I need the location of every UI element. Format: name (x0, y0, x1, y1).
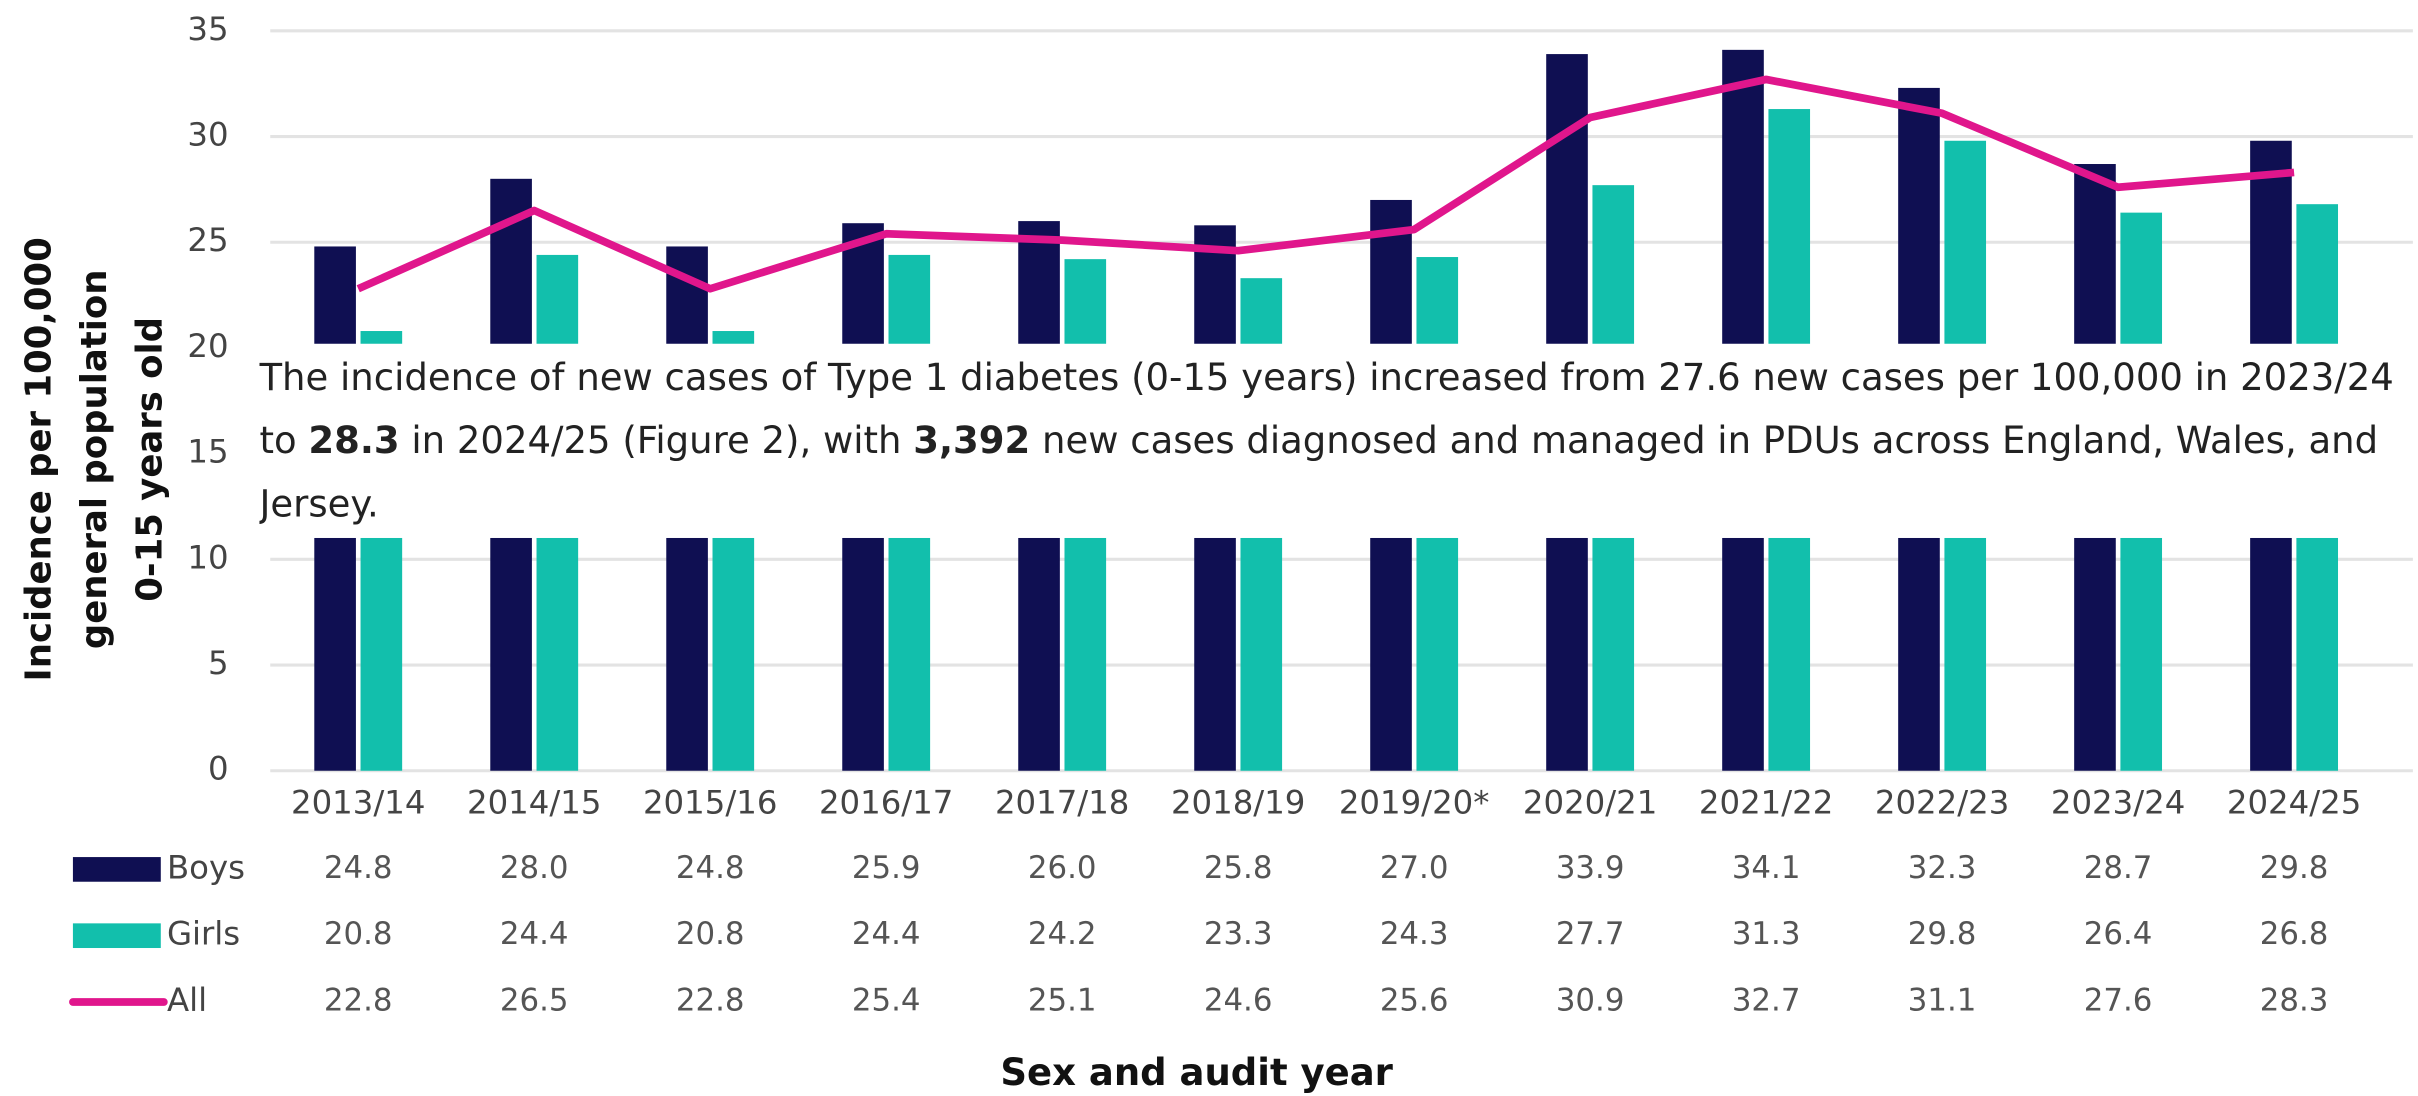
y-tick-label: 5 (208, 644, 229, 682)
table-cell: 26.8 (2260, 916, 2329, 952)
annotation-bold: 3,392 (913, 419, 1031, 463)
table-cell: 32.3 (1908, 850, 1977, 886)
x-axis-title: Sex and audit year (1000, 1051, 1393, 1094)
table-cell: 25.1 (1028, 982, 1097, 1018)
overlay: 0 5 10 15 20 25 30 35 Incidence per 100,000 gener… (19, 10, 2362, 1019)
table-cell: 24.8 (324, 850, 393, 886)
table-cell: 24.3 (1380, 916, 1449, 952)
x-tick-label: 2022/23 (1875, 784, 2009, 822)
table-cell: 32.7 (1732, 982, 1801, 1018)
table-cell: 25.6 (1380, 982, 1449, 1018)
table-cell: 25.9 (852, 850, 921, 886)
y-axis-title: general population (74, 270, 115, 650)
x-tick-label: 2016/17 (819, 784, 953, 822)
x-tick-label: 2014/15 (467, 784, 601, 822)
y-axis-title: 0-15 years old (130, 317, 171, 602)
table-cell: 24.4 (500, 916, 569, 952)
annotation-bold: 28.3 (308, 419, 400, 463)
table-cell: 28.7 (2084, 850, 2153, 886)
x-tick-label: 2023/24 (2051, 784, 2185, 822)
y-tick-label: 10 (187, 538, 228, 576)
table-cell: 30.9 (1556, 982, 1625, 1018)
x-tick-label: 2020/21 (1523, 784, 1657, 822)
y-tick-label: 20 (187, 327, 228, 365)
annotation-box (254, 343, 2418, 538)
table-cell: 27.0 (1380, 850, 1449, 886)
x-tick-label: 2024/25 (2227, 784, 2361, 822)
table-cell: 29.8 (1908, 916, 1977, 952)
table-cell: 33.9 (1556, 850, 1625, 886)
table-cell: 24.4 (852, 916, 921, 952)
table-cell: 31.3 (1732, 916, 1801, 952)
legend-label: All (167, 981, 207, 1019)
line (356, 75, 2295, 293)
y-tick-label: 25 (187, 221, 228, 259)
annotation-wrap: The incidence of new cases of Type 1 dia… (259, 347, 2417, 537)
table-cell: 24.8 (676, 850, 745, 886)
table-cell: 26.5 (500, 982, 569, 1018)
table-cell: 26.4 (2084, 916, 2153, 952)
table-cell: 28.3 (2260, 982, 2329, 1018)
table-cell: 22.8 (324, 982, 393, 1018)
legend-label: Girls (167, 915, 240, 953)
table-cell: 28.0 (500, 850, 569, 886)
x-tick-label: 2019/20* (1339, 784, 1490, 822)
annotation-text: The incidence of new cases of Type 1 dia… (259, 356, 2394, 463)
annotation-text: new cases diagnosed and managed in PDUs … (259, 419, 2379, 526)
table-cell: 20.8 (324, 916, 393, 952)
table-cell: 22.8 (676, 982, 745, 1018)
y-tick-label: 30 (187, 116, 228, 154)
y-tick-label: 15 (187, 433, 228, 471)
x-tick-label: 2013/14 (291, 784, 425, 822)
table-cell: 26.0 (1028, 850, 1097, 886)
annotation: The incidence of new cases of Type 1 dia… (259, 347, 2417, 537)
x-tick-label: 2015/16 (643, 784, 777, 822)
table-cell: 25.4 (852, 982, 921, 1018)
y-tick-label: 0 (208, 750, 229, 788)
y-tick-label: 35 (187, 10, 228, 48)
legend-swatch (72, 923, 161, 949)
table-cell: 27.6 (2084, 982, 2153, 1018)
x-tick-label: 2017/18 (995, 784, 1129, 822)
table-cell: 24.2 (1028, 916, 1097, 952)
annotation-text: in 2024/25 (Figure 2), with (399, 419, 914, 463)
legend-label: Boys (167, 848, 245, 886)
table-cell: 34.1 (1732, 850, 1801, 886)
y-axis-title: Incidence per 100,000 (19, 237, 60, 681)
table-cell: 25.8 (1204, 850, 1273, 886)
table-cell: 29.8 (2260, 850, 2329, 886)
legend-swatch (72, 857, 161, 882)
table-cell: 27.7 (1556, 916, 1625, 952)
table-cell: 24.6 (1204, 982, 1273, 1018)
x-tick-label: 2018/19 (1171, 784, 1305, 822)
x-tick-label: 2021/22 (1699, 784, 1833, 822)
table-cell: 23.3 (1204, 916, 1273, 952)
table-cell: 20.8 (676, 916, 745, 952)
table-cell: 31.1 (1908, 982, 1977, 1018)
